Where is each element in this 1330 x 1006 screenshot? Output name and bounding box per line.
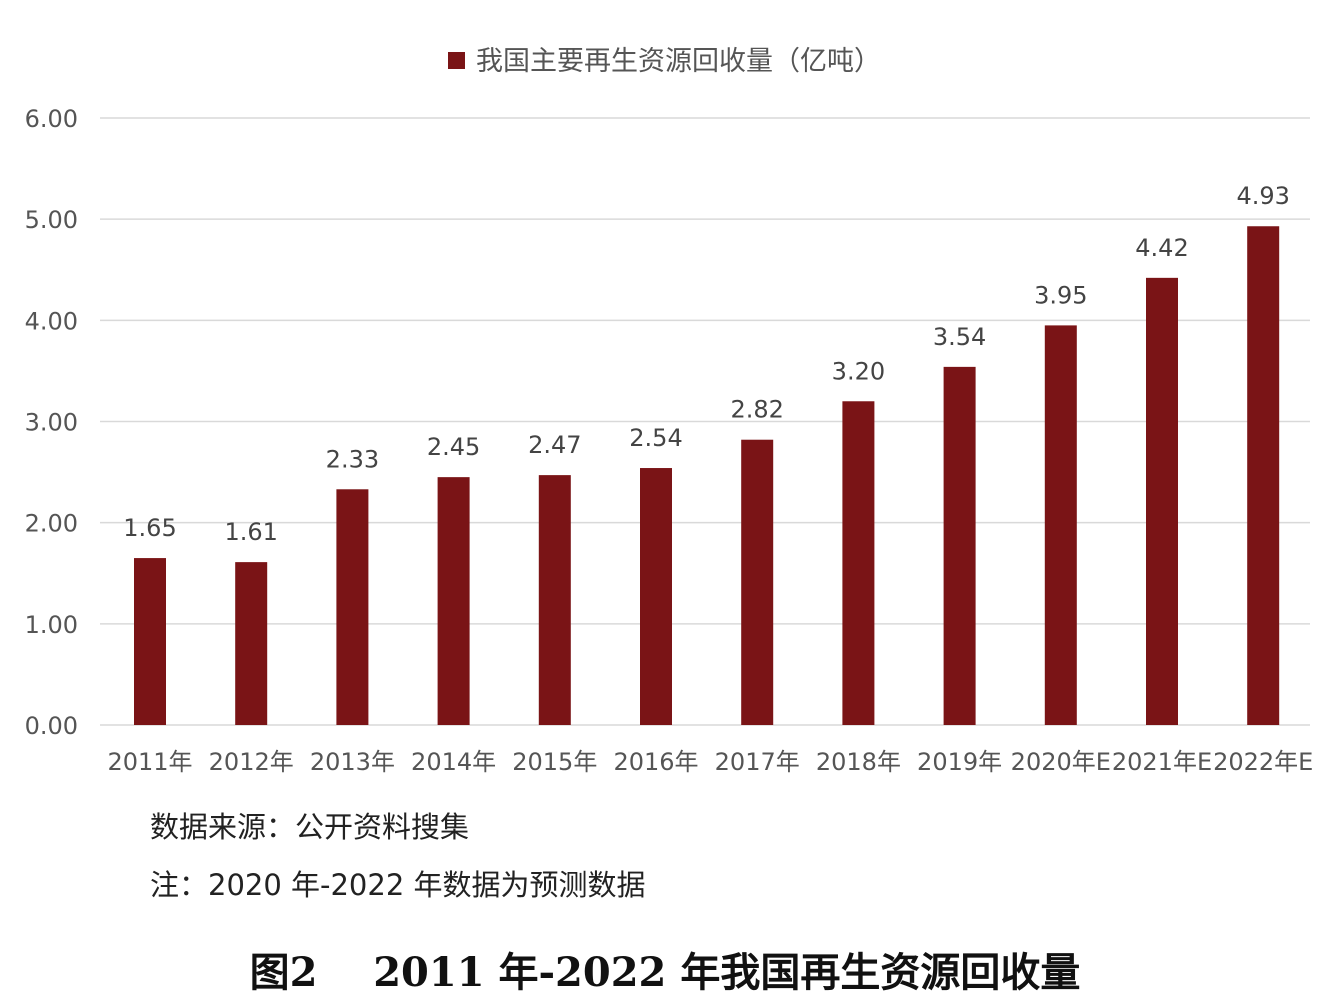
bar bbox=[1044, 325, 1077, 725]
data-label: 1.65 bbox=[123, 514, 176, 542]
y-tick-label: 2.00 bbox=[25, 510, 78, 538]
x-tick-label: 2015年 bbox=[512, 748, 597, 776]
bar bbox=[842, 401, 875, 725]
x-tick-label: 2011年 bbox=[107, 748, 192, 776]
footnote: 注：2020 年-2022 年数据为预测数据 bbox=[150, 868, 646, 902]
y-tick-label: 0.00 bbox=[25, 712, 78, 740]
data-label: 3.95 bbox=[1034, 281, 1087, 309]
y-tick-label: 6.00 bbox=[25, 105, 78, 133]
bar bbox=[1247, 226, 1280, 725]
x-tick-label: 2014年 bbox=[411, 748, 496, 776]
x-tick-label: 2021年E bbox=[1112, 748, 1212, 776]
data-label: 2.33 bbox=[326, 445, 379, 473]
y-tick-label: 3.00 bbox=[25, 409, 78, 437]
x-tick-label: 2022年E bbox=[1213, 748, 1313, 776]
x-tick-label: 2012年 bbox=[209, 748, 294, 776]
x-tick-label: 2019年 bbox=[917, 748, 1002, 776]
data-label: 2.47 bbox=[528, 431, 581, 459]
data-label: 2.54 bbox=[629, 424, 682, 452]
bar-chart: 0.00 1.00 2.00 3.00 4.00 5.00 6.00 1.65 2011年 1.6… bbox=[25, 46, 1314, 776]
data-source: 数据来源：公开资料搜集 bbox=[150, 810, 470, 844]
data-label: 4.93 bbox=[1236, 182, 1289, 210]
bar bbox=[943, 366, 976, 725]
y-tick-label: 5.00 bbox=[25, 206, 78, 234]
bar bbox=[336, 489, 369, 725]
bar bbox=[640, 468, 672, 725]
data-label: 3.54 bbox=[933, 323, 986, 351]
x-tick-label: 2016年 bbox=[613, 748, 698, 776]
y-tick-label: 4.00 bbox=[25, 307, 78, 335]
x-tick-label: 2017年 bbox=[715, 748, 800, 776]
bar bbox=[235, 562, 268, 725]
data-label: 2.45 bbox=[427, 433, 480, 461]
x-tick-label: 2018年 bbox=[816, 748, 901, 776]
data-label: 2.82 bbox=[730, 396, 783, 424]
bar bbox=[134, 558, 166, 725]
figure-caption: 图2 2011 年-2022 年我国再生资源回收量 bbox=[249, 949, 1081, 996]
data-label: 3.20 bbox=[832, 357, 885, 385]
bar bbox=[1146, 277, 1178, 725]
legend-swatch bbox=[448, 52, 465, 69]
data-label: 4.42 bbox=[1135, 234, 1188, 262]
x-tick-label: 2020年E bbox=[1011, 748, 1111, 776]
legend-label: 我国主要再生资源回收量（亿吨） bbox=[476, 46, 881, 77]
bar bbox=[538, 475, 571, 725]
x-tick-label: 2013年 bbox=[310, 748, 395, 776]
bar bbox=[437, 477, 470, 725]
bar bbox=[741, 439, 774, 725]
data-label: 1.61 bbox=[224, 518, 277, 546]
y-tick-label: 1.00 bbox=[25, 611, 78, 639]
